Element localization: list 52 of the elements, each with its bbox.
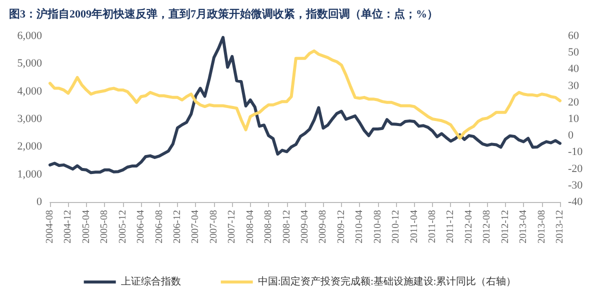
y2-tick-label: -30 (568, 179, 584, 192)
x-tick-label: 2008-08 (263, 210, 274, 244)
x-tick-label: 2008-04 (244, 210, 256, 244)
x-tick-label: 2011-04 (408, 210, 420, 243)
x-tick-label: 2005-08 (99, 210, 110, 244)
y-tick-label: 4,000 (17, 85, 42, 98)
y2-tick-label: 10 (568, 113, 580, 125)
y-tick-label: 5,000 (17, 58, 42, 70)
y2-tick-label: 40 (568, 63, 580, 76)
y-tick-label: 0 (36, 196, 42, 208)
x-tick-label: 2010-12 (390, 210, 402, 244)
x-tick-label: 2009-04 (300, 210, 310, 244)
x-tick-label: 2005-04 (80, 210, 92, 244)
y-tick-label: 6,000 (17, 30, 42, 42)
y2-tick-label: -40 (568, 196, 584, 208)
x-tick-label: 2010-04 (354, 210, 366, 244)
x-tick-label: 2006-08 (154, 210, 165, 244)
legend-label: 上证综合指数 (120, 276, 181, 288)
x-tick-label: 2012-12 (500, 210, 511, 244)
chart-title: 图3：沪指自2009年初快速反弹，直到7月政策开始微调收紧，指数回调（单位：点；%） (9, 8, 438, 20)
y2-tick-label: 60 (568, 30, 580, 42)
x-tick-label: 2013-08 (536, 210, 548, 244)
x-tick-label: 2012-04 (463, 210, 474, 244)
x-tick-label: 2006-04 (136, 210, 147, 244)
x-tick-label: 2010-08 (372, 210, 384, 244)
x-tick-label: 2009-12 (336, 210, 347, 244)
x-tick-label: 2007-08 (208, 210, 220, 244)
y2-tick-label: 0 (568, 130, 574, 142)
x-tick-label: 2004-08 (44, 210, 56, 244)
y2-tick-label: 30 (568, 80, 580, 92)
x-tick-label: 2007-04 (190, 210, 202, 244)
y2-tick-label: 20 (568, 96, 580, 108)
y-tick-label: 3,000 (17, 113, 42, 125)
y2-tick-label: 50 (568, 46, 580, 59)
y-tick-label: 2,000 (17, 140, 42, 153)
x-tick-label: 2013-04 (518, 210, 530, 244)
x-tick-label: 2009-08 (318, 210, 329, 244)
legend-label: 中国:固定资产投资完成额:基础设施建设:累计同比（右轴） (258, 276, 516, 288)
y2-tick-label: -10 (568, 146, 584, 158)
x-tick-label: 2011-08 (427, 210, 438, 243)
x-tick-label: 2006-12 (172, 210, 183, 244)
x-tick-label: 2008-12 (281, 210, 292, 244)
y2-tick-label: -20 (568, 162, 584, 175)
line-series (48, 36, 562, 174)
y-tick-label: 1,000 (17, 168, 42, 180)
line-series (48, 49, 562, 140)
x-tick-label: 2007-12 (226, 210, 238, 244)
x-tick-label: 2004-12 (62, 210, 74, 244)
x-tick-label: 2013-12 (554, 210, 566, 244)
x-tick-label: 2012-08 (482, 210, 493, 244)
x-tick-label: 2011-12 (445, 210, 456, 243)
x-tick-label: 2005-12 (117, 210, 128, 244)
